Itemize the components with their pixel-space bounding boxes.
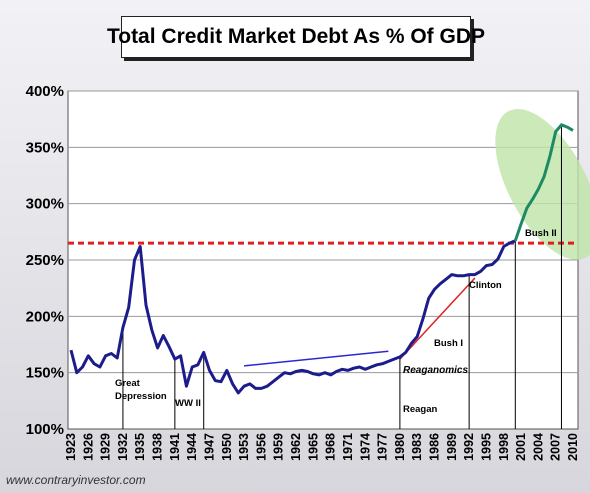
series-line-0 xyxy=(69,239,516,395)
x-tick-labels: 1923 1926 1929 1932 1935 1938 1941 1944 1947 1950… xyxy=(64,433,580,461)
x-tick-label: 2010 xyxy=(566,433,580,461)
x-tick-label: 1956 xyxy=(254,433,268,461)
highlight-layer xyxy=(495,108,590,260)
x-tick-label: 1962 xyxy=(289,433,303,461)
x-tick-label: 1944 xyxy=(185,433,199,461)
x-tick-label: 1965 xyxy=(306,433,320,461)
annotation-label: WW II xyxy=(175,398,201,409)
series-layer xyxy=(69,123,574,395)
x-tick-label: 1986 xyxy=(428,433,442,461)
era-lines xyxy=(122,124,562,429)
annotations: Great Depression WW II Reaganomics Reagan Bus… xyxy=(115,228,557,415)
annotation-label: Great xyxy=(115,378,141,389)
x-tick-label: 1995 xyxy=(479,433,493,461)
annotation-label: Reagan xyxy=(403,404,438,415)
watermark-text: www.contraryinvestor.com xyxy=(6,473,146,487)
chart-title: Total Credit Market Debt As % Of GDP xyxy=(106,25,486,48)
trend-line xyxy=(244,350,389,367)
highlight-ellipse xyxy=(495,108,590,260)
x-tick-label: 1989 xyxy=(445,433,459,461)
y-tick-label: 400% xyxy=(26,83,64,100)
x-tick-label: 1935 xyxy=(133,433,147,461)
x-tick-label: 1941 xyxy=(168,433,182,461)
x-tick-label: 1983 xyxy=(410,433,424,461)
chart-title-box: Total Credit Market Debt As % Of GDP xyxy=(107,16,485,58)
x-tick-label: 1992 xyxy=(462,433,476,461)
x-tick-label: 1929 xyxy=(99,433,113,461)
x-tick-label: 1959 xyxy=(272,433,286,461)
x-tick-label: 1971 xyxy=(341,433,355,461)
y-tick-label: 100% xyxy=(26,421,64,438)
grid-lines xyxy=(68,90,578,374)
y-tick-label: 150% xyxy=(26,365,64,382)
x-tick-label: 1950 xyxy=(220,433,234,461)
y-tick-label: 350% xyxy=(26,139,64,156)
annotation-label: Reaganomics xyxy=(403,365,468,376)
x-tick-label: 1974 xyxy=(358,433,372,461)
x-tick-label: 1953 xyxy=(237,433,251,461)
annotation-label: Clinton xyxy=(469,280,502,291)
x-tick-label: 1923 xyxy=(64,433,78,461)
y-tick-label: 250% xyxy=(26,252,64,269)
x-tick-label: 1980 xyxy=(393,433,407,461)
x-tick-label: 2004 xyxy=(531,433,545,461)
annotation-label: Bush I xyxy=(434,338,463,349)
x-tick-label: 2007 xyxy=(549,433,563,461)
x-tick-label: 1968 xyxy=(324,433,338,461)
x-tick-label: 2001 xyxy=(514,433,528,461)
label-mask xyxy=(470,305,496,315)
y-tick-label: 200% xyxy=(26,308,64,325)
reference-lines xyxy=(68,241,578,367)
annotation-label: Depression xyxy=(115,391,167,402)
x-tick-label: 1926 xyxy=(81,433,95,461)
series-line-1 xyxy=(513,123,574,242)
x-tick-label: 1938 xyxy=(151,433,165,461)
x-tick-label: 1947 xyxy=(202,433,216,461)
x-tick-label: 1998 xyxy=(497,433,511,461)
y-tick-labels: 100% 150% 200% 250% 300% 350% 400% xyxy=(26,83,64,438)
trend-line xyxy=(399,277,476,360)
x-tick-label: 1977 xyxy=(376,433,390,461)
y-tick-label: 300% xyxy=(26,196,64,213)
x-tick-label: 1932 xyxy=(116,433,130,461)
annotation-label: Bush II xyxy=(525,228,557,239)
